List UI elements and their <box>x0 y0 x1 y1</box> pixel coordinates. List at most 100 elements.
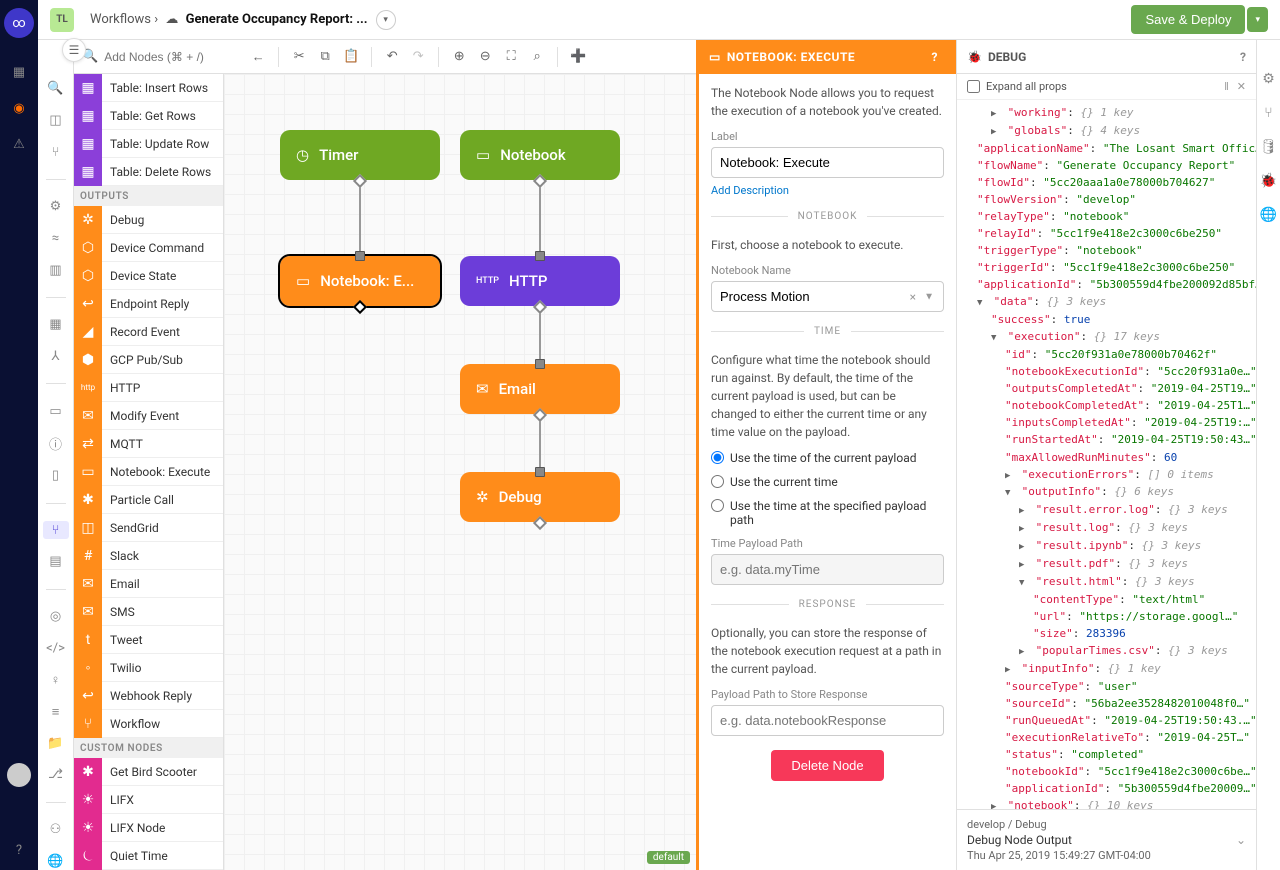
org-badge[interactable]: TL <box>50 8 74 32</box>
flow-node-notebook-trigger[interactable]: ▭Notebook <box>460 130 620 180</box>
r-branch-icon[interactable]: ⑂ <box>1260 104 1278 122</box>
nav-icon-10[interactable]: ▤ <box>46 553 66 571</box>
nav-icon-3[interactable]: ≈ <box>46 230 66 248</box>
palette-node-item[interactable]: ⬡Device State <box>74 262 223 290</box>
fit-button[interactable]: ⛶ <box>499 45 523 69</box>
r-gear-icon[interactable]: ⚙ <box>1260 70 1278 88</box>
help-icon[interactable]: ? <box>16 843 22 858</box>
avatar[interactable] <box>7 763 31 787</box>
back-button[interactable]: ← <box>246 45 270 69</box>
nav-gear-icon[interactable]: ⚙ <box>46 198 66 216</box>
nav-icon-13[interactable]: ♀ <box>46 671 66 689</box>
nav-icon-16[interactable]: ⚇ <box>46 821 66 839</box>
flow-node-email[interactable]: ✉Email <box>460 364 620 414</box>
palette-node-item[interactable]: ⏾Quiet Time <box>74 842 223 870</box>
palette-node-item[interactable]: ▦Table: Update Row <box>74 130 223 158</box>
add-nodes-input[interactable] <box>104 50 224 64</box>
menu-toggle-button[interactable]: ☰ <box>62 38 86 62</box>
flow-node-debug[interactable]: ✲Debug <box>460 472 620 522</box>
pause-icon[interactable]: ‖ <box>1224 80 1229 93</box>
nav-icon-2[interactable]: ⑂ <box>46 143 66 161</box>
nav-icon-7[interactable]: ▭ <box>46 402 66 420</box>
panel-help-icon[interactable]: ? <box>932 50 938 64</box>
palette-node-item[interactable]: tTweet <box>74 626 223 654</box>
palette-node-item[interactable]: ◫SendGrid <box>74 514 223 542</box>
palette-node-item[interactable]: httpHTTP <box>74 374 223 402</box>
palette-node-item[interactable]: ◦Twilio <box>74 654 223 682</box>
debug-help-icon[interactable]: ? <box>1240 50 1246 64</box>
response-path-input[interactable] <box>711 705 944 736</box>
workflow-canvas[interactable]: default ◷Timer▭Notebook▭Notebook: E...HT… <box>224 74 696 870</box>
label-input[interactable] <box>711 147 944 178</box>
palette-node-item[interactable]: ✱Get Bird Scooter <box>74 758 223 786</box>
nav-search-icon[interactable]: 🔍 <box>46 80 66 98</box>
nav-icon-15[interactable]: ⎇ <box>46 766 66 784</box>
redo-button[interactable]: ↷ <box>406 45 430 69</box>
flow-node-notebook-exec[interactable]: ▭Notebook: E... <box>280 256 440 306</box>
nav-globe-icon[interactable]: 🌐 <box>46 852 66 870</box>
r-bug-icon[interactable]: 🐞 <box>1260 172 1278 190</box>
nav-icon-12[interactable]: </> <box>46 639 66 657</box>
flow-node-timer[interactable]: ◷Timer <box>280 130 440 180</box>
nav-icon-4[interactable]: ▥ <box>46 261 66 279</box>
expand-all-checkbox[interactable] <box>967 80 980 93</box>
r-db-icon[interactable]: 🛢 <box>1260 138 1278 156</box>
nav-icon-6[interactable]: ⅄ <box>46 348 66 366</box>
zoom-in-button[interactable]: ⊕ <box>447 45 471 69</box>
add-button[interactable]: ➕ <box>566 45 590 69</box>
save-deploy-dropdown[interactable]: ▾ <box>1247 7 1268 32</box>
palette-node-item[interactable]: ▦Table: Get Rows <box>74 102 223 130</box>
paste-button[interactable]: 📋 <box>339 45 363 69</box>
save-deploy-button[interactable]: Save & Deploy <box>1131 5 1245 34</box>
add-description-link[interactable]: Add Description <box>711 184 789 197</box>
debug-tree[interactable]: ▶ "working": {} 1 key▶ "globals": {} 4 k… <box>957 100 1256 809</box>
rail-icon-dashboard[interactable]: ▦ <box>9 62 29 82</box>
cut-button[interactable]: ✂ <box>287 45 311 69</box>
nav-workflow-icon[interactable]: ⑂ <box>43 521 69 539</box>
delete-node-button[interactable]: Delete Node <box>771 750 883 781</box>
breadcrumb-parent[interactable]: Workflows <box>90 12 151 27</box>
palette-node-item[interactable]: ↩Endpoint Reply <box>74 290 223 318</box>
palette-node-item[interactable]: ⇄MQTT <box>74 430 223 458</box>
palette-node-item[interactable]: ✉Email <box>74 570 223 598</box>
logo-icon[interactable]: ∞ <box>4 8 34 38</box>
palette-node-item[interactable]: ▭Notebook: Execute <box>74 458 223 486</box>
r-globe-icon[interactable]: 🌐 <box>1260 206 1278 224</box>
palette-node-item[interactable]: ☀LIFX <box>74 786 223 814</box>
palette-node-item[interactable]: ✱Particle Call <box>74 486 223 514</box>
radio-current-time[interactable] <box>711 475 724 488</box>
palette-node-item[interactable]: ✉Modify Event <box>74 402 223 430</box>
radio-current-payload[interactable] <box>711 451 724 464</box>
nav-icon-1[interactable]: ◫ <box>46 112 66 130</box>
palette-node-item[interactable]: ☀LIFX Node <box>74 814 223 842</box>
clear-selection-icon[interactable]: × <box>910 290 916 304</box>
palette-node-icon: ▦ <box>74 74 102 102</box>
flow-node-http[interactable]: HTTPHTTP <box>460 256 620 306</box>
palette-node-item[interactable]: ◢Record Event <box>74 318 223 346</box>
rail-icon-cube[interactable]: ◉ <box>9 98 29 118</box>
copy-button[interactable]: ⧉ <box>313 45 337 69</box>
rail-icon-alert[interactable]: ⚠ <box>9 134 29 154</box>
footer-chevron-icon[interactable]: ⌄ <box>1236 833 1246 847</box>
undo-button[interactable]: ↶ <box>380 45 404 69</box>
zoom-reset-button[interactable]: ⌕ <box>525 45 549 69</box>
palette-node-item[interactable]: ⬡Device Command <box>74 234 223 262</box>
palette-node-item[interactable]: ↩Webhook Reply <box>74 682 223 710</box>
nav-icon-9[interactable]: ▯ <box>46 467 66 485</box>
zoom-out-button[interactable]: ⊖ <box>473 45 497 69</box>
palette-node-item[interactable]: ▦Table: Insert Rows <box>74 74 223 102</box>
nav-folder-icon[interactable]: 📁 <box>46 734 66 752</box>
nav-icon-8[interactable]: ⓘ <box>46 434 66 453</box>
palette-node-item[interactable]: ▦Table: Delete Rows <box>74 158 223 186</box>
nav-icon-11[interactable]: ◎ <box>46 608 66 626</box>
close-icon[interactable]: ✕ <box>1237 80 1246 93</box>
radio-payload-path[interactable] <box>711 499 724 512</box>
nav-icon-14[interactable]: ≡ <box>46 703 66 721</box>
palette-node-item[interactable]: #Slack <box>74 542 223 570</box>
palette-node-item[interactable]: ⬢GCP Pub/Sub <box>74 346 223 374</box>
palette-node-item[interactable]: ⑂Workflow <box>74 710 223 738</box>
palette-node-item[interactable]: ✲Debug <box>74 206 223 234</box>
nav-icon-5[interactable]: ▦ <box>46 316 66 334</box>
breadcrumb-dropdown[interactable]: ▾ <box>376 10 396 30</box>
palette-node-item[interactable]: ✉SMS <box>74 598 223 626</box>
